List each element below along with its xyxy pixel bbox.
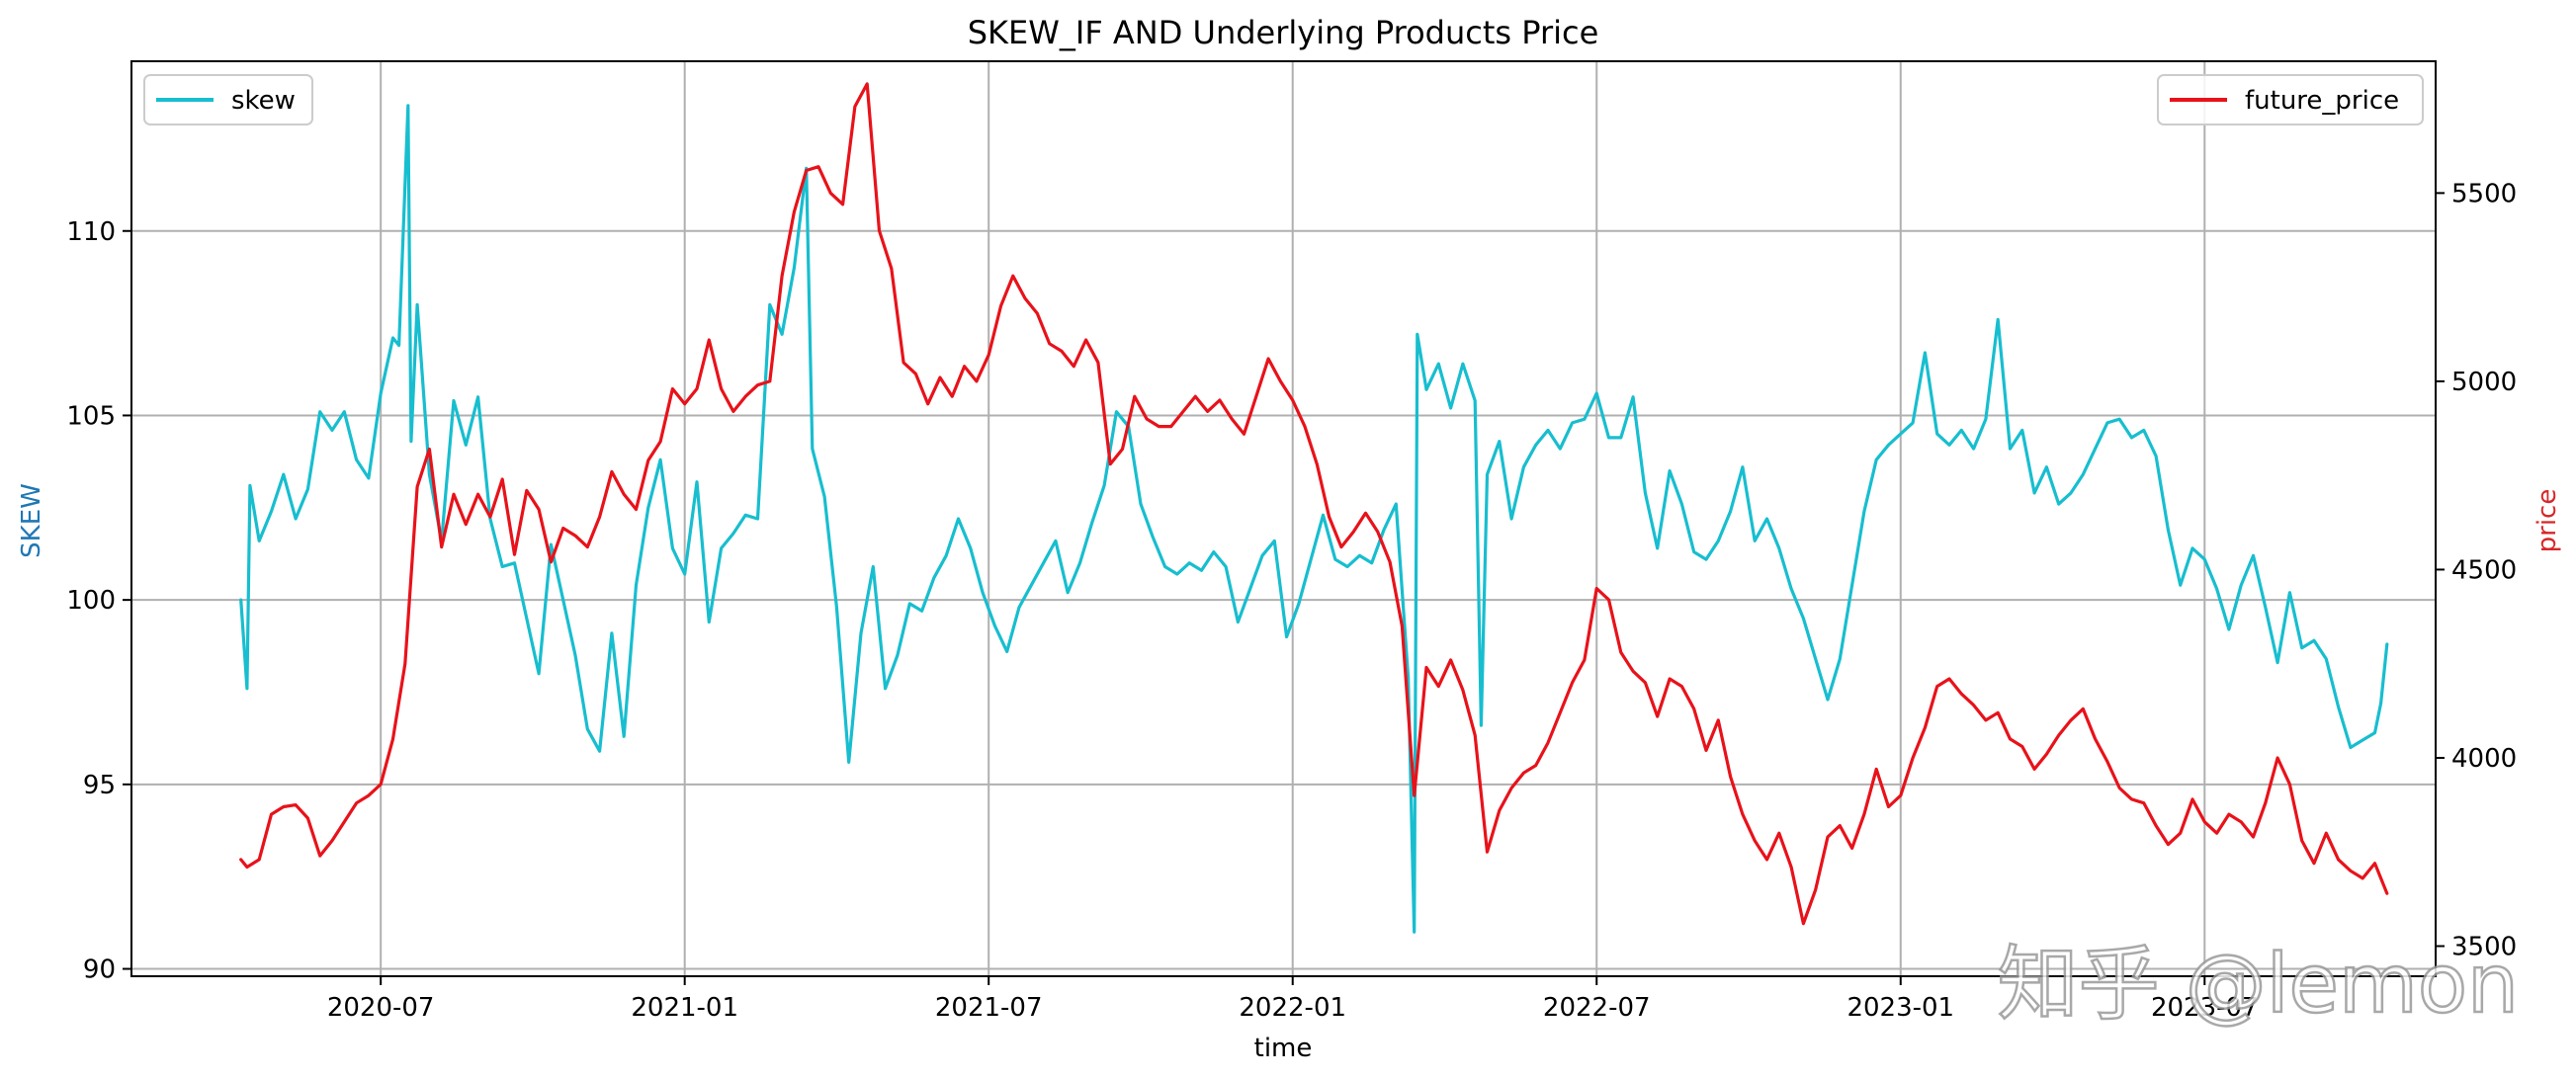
grid-lines — [131, 61, 2436, 976]
x-axis-label: time — [1254, 1034, 1313, 1063]
plot-area — [130, 60, 2437, 977]
legend-skew: skew — [143, 74, 313, 125]
y-axis-left: 90 95 100 105 110 — [66, 217, 131, 985]
y-right-tick-label: 4500 — [2451, 555, 2517, 585]
series-line-future-price — [239, 82, 2389, 926]
series-layer — [239, 82, 2389, 934]
y-left-tick-label: 110 — [66, 217, 116, 247]
x-tick-label: 2022-07 — [1543, 993, 1651, 1023]
legend-future-price-label: future_price — [2245, 86, 2399, 116]
series-line-skew — [239, 104, 2389, 934]
x-tick-label: 2022-01 — [1239, 993, 1346, 1023]
watermark: 知乎 @lemon — [1998, 938, 2519, 1032]
y-left-tick-label: 100 — [66, 586, 116, 616]
y-right-tick-label: 5500 — [2451, 179, 2517, 208]
x-tick-label: 2020-07 — [327, 993, 435, 1023]
y-right-tick-label: 3500 — [2451, 933, 2517, 962]
chart-title: SKEW_IF AND Underlying Products Price — [968, 14, 1599, 51]
legend-future-price: future_price — [2157, 74, 2424, 125]
y-axis-left-label: SKEW — [17, 483, 46, 558]
y-left-tick-label: 90 — [83, 955, 116, 985]
y-axis-right: 3500 4000 4500 5000 5500 — [2436, 179, 2517, 962]
x-tick-label: 2021-01 — [631, 993, 738, 1023]
x-axis: 2020-07 2021-01 2021-07 2022-01 2022-07 2023-… — [327, 976, 2259, 1023]
legend-skew-label: skew — [231, 86, 296, 116]
y-right-tick-label: 4000 — [2451, 744, 2517, 774]
y-right-tick-label: 5000 — [2451, 368, 2517, 397]
y-left-tick-label: 95 — [83, 771, 116, 800]
y-left-tick-label: 105 — [66, 401, 116, 431]
y-axis-right-label: price — [2533, 489, 2562, 553]
x-tick-label: 2021-07 — [935, 993, 1043, 1023]
x-tick-label: 2023-01 — [1846, 993, 1954, 1023]
x-tick-label: 2023-07 — [2151, 993, 2259, 1023]
